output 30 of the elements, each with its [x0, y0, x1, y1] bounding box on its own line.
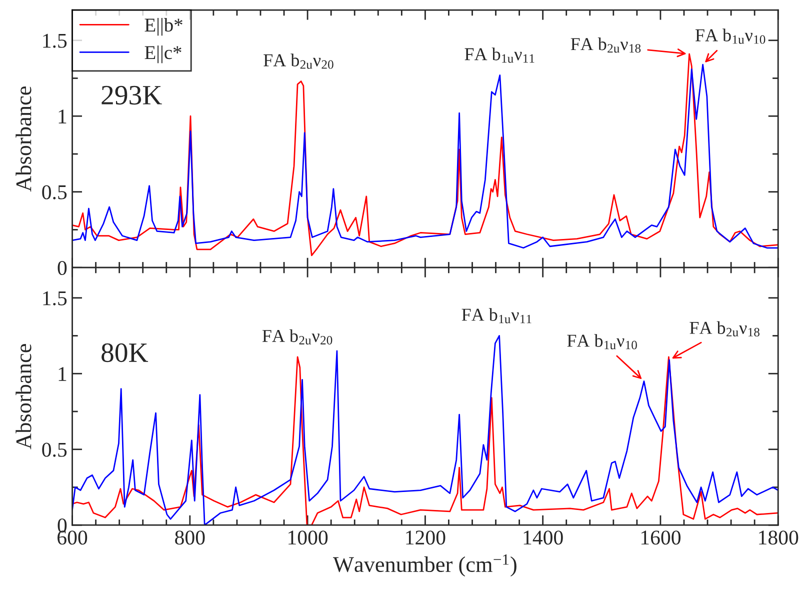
annotation: 293K	[102, 86, 162, 105]
annotation: FA b$_{2u}$ν$_{18}$	[570, 38, 641, 53]
y-axis-title: Absorbance	[16, 344, 32, 450]
y-tick-label: 1	[58, 110, 66, 124]
annotation: FA b$_{1u}$ν$_{10}$	[695, 28, 766, 44]
x-tick-label: 800	[175, 530, 205, 545]
annotation: FA b$_{2u}$ν$_{18}$	[690, 321, 760, 336]
y-tick-label: 0	[58, 260, 67, 276]
annotation: FA b$_{2u}$ν$_{20}$	[262, 329, 332, 345]
legend-label: E||b*	[144, 18, 182, 36]
annotation: FA b$_{1u}$ν$_{11}$	[462, 308, 532, 324]
x-tick-label: 1600	[641, 530, 681, 545]
y-tick-label: 0.5	[42, 442, 67, 457]
y-tick-label: 1.5	[43, 34, 67, 48]
annotation: 80K	[102, 343, 148, 362]
x-tick-label: 1000	[288, 530, 328, 545]
annotation: FA b$_{2u}$ν$_{20}$	[264, 54, 334, 69]
y-tick-label: 1	[58, 367, 66, 381]
y-tick-label: 0	[58, 518, 67, 533]
annotation: FA b$_{1u}$ν$_{11}$	[464, 48, 534, 63]
y-tick-label: 1.5	[43, 291, 67, 306]
x-tick-label: 600	[58, 530, 88, 545]
x-tick-label: 1200	[406, 530, 446, 545]
x-axis-title: Wavenumber (cm$^{−1}$)	[332, 554, 516, 577]
y-tick-label: 0.5	[42, 185, 67, 200]
legend-label: E||c*	[144, 45, 182, 64]
annotation: FA b$_{1u}$ν$_{10}$	[567, 334, 637, 350]
x-tick-label: 1800	[759, 530, 798, 545]
y-axis-title: Absorbance	[16, 86, 32, 192]
x-tick-label: 1400	[524, 530, 563, 545]
